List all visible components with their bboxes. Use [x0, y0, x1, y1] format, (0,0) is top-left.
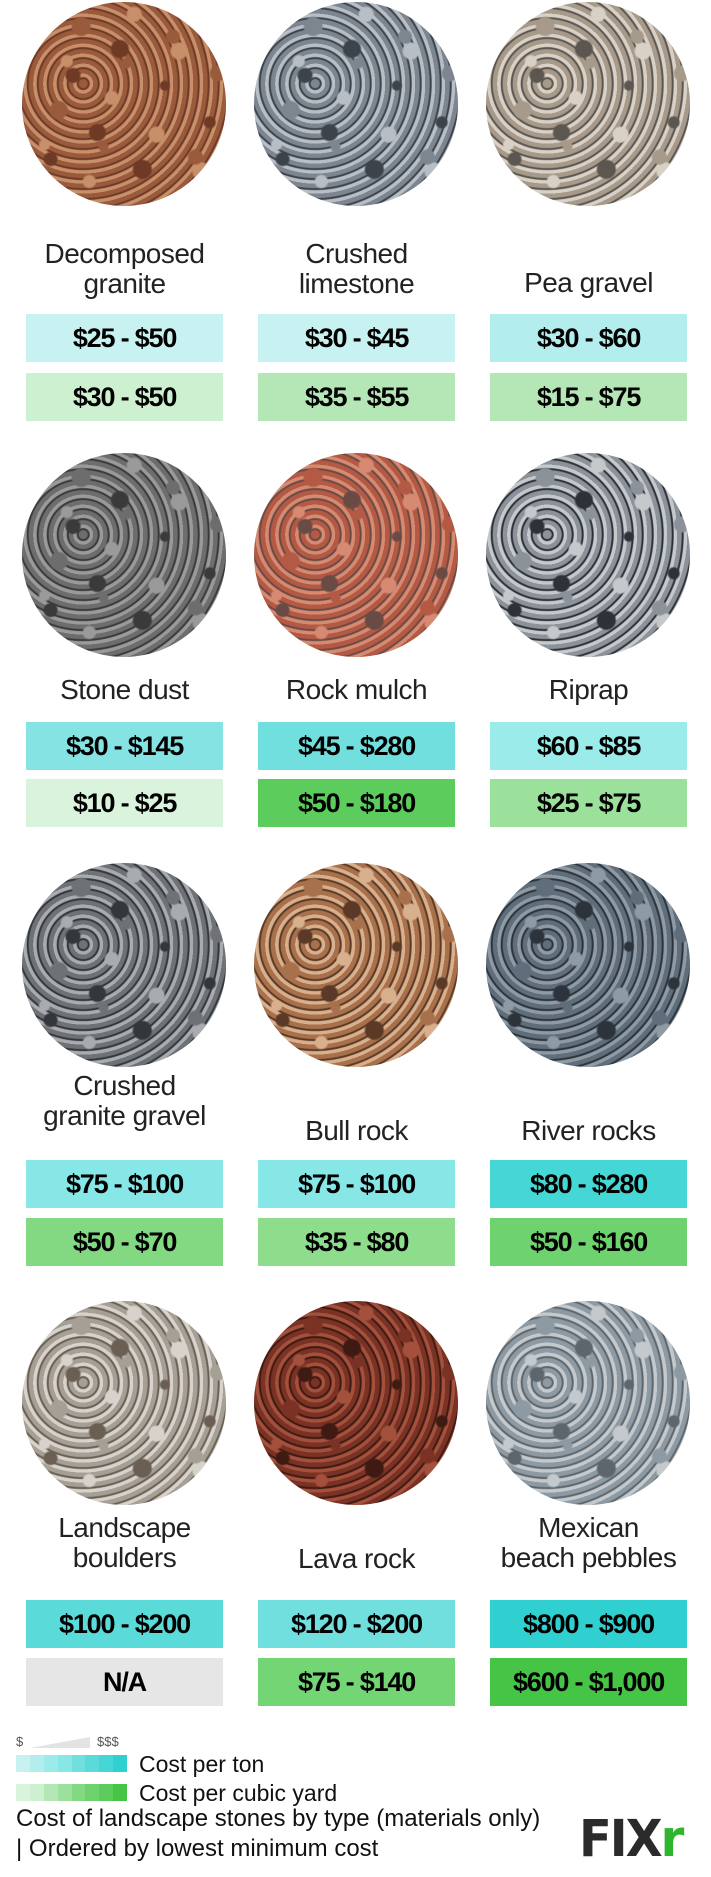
- legend-ramp-swatch: [85, 1784, 100, 1801]
- price-per-ton: $30 - $145: [26, 722, 223, 770]
- legend-ramp-swatch: [16, 1755, 30, 1772]
- stone-name: Stone dust: [60, 674, 189, 705]
- legend-ramp-swatch: [113, 1784, 127, 1801]
- stone-photo: [22, 2, 226, 206]
- price-per-ton: $75 - $100: [26, 1160, 223, 1208]
- stone-name: Bull rock: [305, 1115, 408, 1146]
- stone-photo: [486, 453, 690, 657]
- price-per-cubic-yard: $50 - $160: [490, 1218, 687, 1266]
- stone-name: beach pebbles: [500, 1542, 677, 1573]
- price-per-cubic-yard: $25 - $75: [490, 779, 687, 827]
- legend-ramp-swatch: [71, 1784, 86, 1801]
- price-per-cubic-yard: $30 - $50: [26, 373, 223, 421]
- stone-photo: [486, 863, 690, 1067]
- stone-name: Pea gravel: [524, 267, 653, 298]
- legend-yard-label: Cost per cubic yard: [139, 1780, 338, 1806]
- stone-name: granite gravel: [43, 1100, 206, 1131]
- price-per-cubic-yard: $35 - $80: [258, 1218, 455, 1266]
- stone-name: Lava rock: [298, 1543, 415, 1574]
- stone-name: boulders: [72, 1542, 177, 1573]
- stone-name: granite: [83, 268, 166, 299]
- legend-ramp-swatch: [43, 1784, 58, 1801]
- stone-name: Riprap: [548, 674, 629, 705]
- legend-ramp-swatch: [99, 1755, 114, 1772]
- legend-ramp-swatch: [29, 1784, 44, 1801]
- price-per-cubic-yard: $10 - $25: [26, 779, 223, 827]
- price-per-ton: $60 - $85: [490, 722, 687, 770]
- stone-name: limestone: [298, 268, 415, 299]
- logo-accent: r: [660, 1809, 685, 1869]
- stone-name: Decomposed: [44, 238, 205, 269]
- legend-ton-label: Cost per ton: [139, 1751, 265, 1777]
- stone-name: Crushed: [73, 1070, 176, 1101]
- stone-name: River rocks: [521, 1115, 656, 1146]
- stone-photo: [254, 863, 458, 1067]
- price-per-ton: $100 - $200: [26, 1600, 223, 1648]
- stone-name: Mexican: [538, 1512, 639, 1543]
- legend-ramp-swatch: [99, 1784, 114, 1801]
- legend-ramp-swatch: [29, 1755, 44, 1772]
- legend-ramp-swatch: [57, 1755, 72, 1772]
- legend-ramp-swatch: [85, 1755, 100, 1772]
- price-per-cubic-yard: $50 - $70: [26, 1218, 223, 1266]
- price-per-ton: $30 - $45: [258, 314, 455, 362]
- price-per-ton: $80 - $280: [490, 1160, 687, 1208]
- price-per-cubic-yard: $15 - $75: [490, 373, 687, 421]
- stone-photo: [22, 453, 226, 657]
- stone-photo: [22, 863, 226, 1067]
- price-per-cubic-yard: $50 - $180: [258, 779, 455, 827]
- price-per-cubic-yard: $75 - $140: [258, 1658, 455, 1706]
- fixr-logo: FIXr: [579, 1814, 684, 1864]
- price-per-ton: $800 - $900: [490, 1600, 687, 1648]
- price-per-ton: $45 - $280: [258, 722, 455, 770]
- legend-ton-ramp: [16, 1755, 127, 1772]
- legend-ramp-swatch: [16, 1784, 30, 1801]
- stone-name: Rock mulch: [285, 674, 428, 705]
- legend-ramp-swatch: [57, 1784, 72, 1801]
- stone-photo: [254, 453, 458, 657]
- price-per-cubic-yard: N/A: [26, 1658, 223, 1706]
- legend-scale-wedge: [30, 1737, 90, 1748]
- stone-photo: [486, 2, 690, 206]
- price-per-ton: $75 - $100: [258, 1160, 455, 1208]
- price-per-ton: $25 - $50: [26, 314, 223, 362]
- price-per-cubic-yard: $600 - $1,000: [490, 1658, 687, 1706]
- logo-text: FIX: [579, 1809, 663, 1869]
- stone-photo: [254, 1301, 458, 1505]
- stone-name: Landscape: [58, 1512, 191, 1543]
- legend-ramp-swatch: [113, 1755, 127, 1772]
- price-per-ton: $30 - $60: [490, 314, 687, 362]
- legend-scale-low: $: [16, 1734, 24, 1749]
- price-per-ton: $120 - $200: [258, 1600, 455, 1648]
- stone-photo: [22, 1301, 226, 1505]
- stone-photo: [254, 2, 458, 206]
- legend-scale-high: $$$: [97, 1734, 119, 1749]
- legend-yard-ramp: [16, 1784, 127, 1801]
- stone-name: Crushed: [305, 238, 408, 269]
- legend-ramp-swatch: [43, 1755, 58, 1772]
- price-per-cubic-yard: $35 - $55: [258, 373, 455, 421]
- caption: Cost of landscape stones by type (materi…: [16, 1805, 541, 1862]
- legend-ramp-swatch: [71, 1755, 86, 1772]
- stone-photo: [486, 1301, 690, 1505]
